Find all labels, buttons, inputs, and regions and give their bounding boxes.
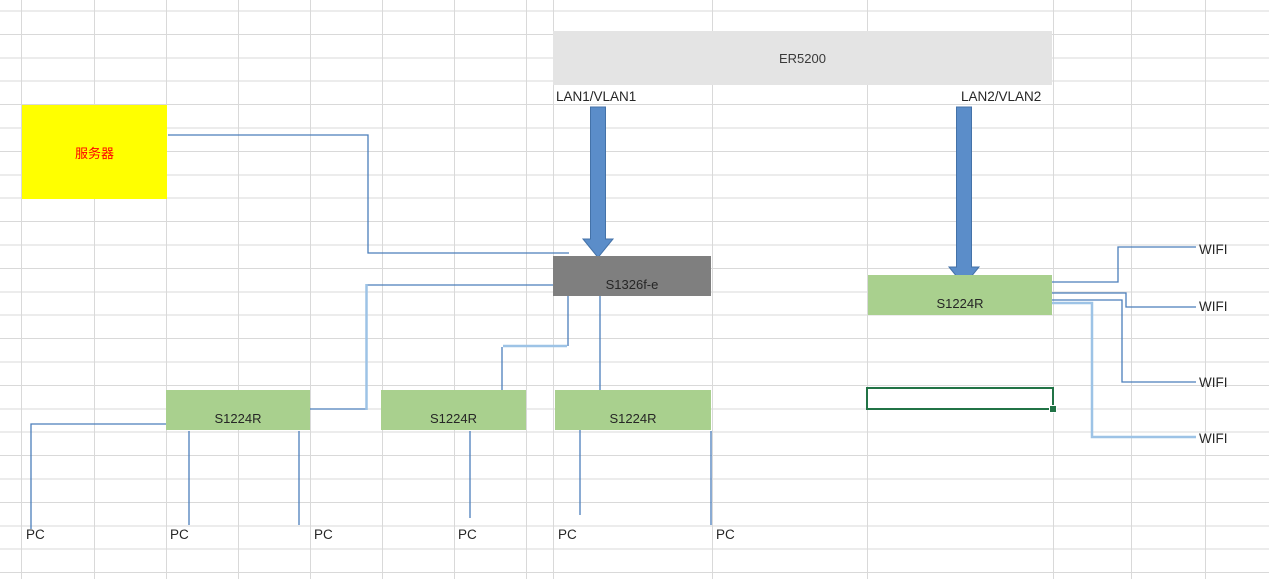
wifi-label-1[interactable]: WIFI xyxy=(1199,242,1228,257)
selected-cell[interactable] xyxy=(866,387,1057,413)
server-label: 服务器 xyxy=(74,145,114,161)
wifi-label-2[interactable]: WIFI xyxy=(1199,299,1228,314)
lan1-vlan1-label[interactable]: LAN1/VLAN1 xyxy=(556,89,637,104)
lan1-down-arrow[interactable] xyxy=(581,106,615,259)
connector-switch4-wifi2[interactable] xyxy=(1046,292,1196,308)
access-switch-1-shape[interactable]: S1224R xyxy=(166,390,310,430)
pc-label-5[interactable]: PC xyxy=(558,527,577,542)
fill-handle[interactable] xyxy=(1049,405,1057,413)
router-label: ER5200 xyxy=(779,50,826,66)
access-switch-1-label: S1224R xyxy=(214,411,262,426)
grid-column-line xyxy=(454,0,455,579)
grid-column-line xyxy=(238,0,239,579)
grid-column-line xyxy=(867,0,868,579)
pc-label-2[interactable]: PC xyxy=(170,527,189,542)
access-switch-4-label: S1224R xyxy=(936,296,984,311)
lan2-down-arrow[interactable] xyxy=(947,106,981,287)
grid-column-line xyxy=(382,0,383,579)
connector-server-core[interactable] xyxy=(168,134,569,254)
access-switch-3-shape[interactable]: S1224R xyxy=(555,390,711,430)
access-switch-2-label: S1224R xyxy=(430,411,477,426)
lan2-vlan2-label[interactable]: LAN2/VLAN2 xyxy=(961,89,1042,104)
connector-switch4-wifi1[interactable] xyxy=(1040,246,1196,283)
pc-label-3[interactable]: PC xyxy=(314,527,333,542)
access-switch-3-label: S1224R xyxy=(609,411,657,426)
core-switch-shape[interactable]: S1326f-e xyxy=(553,256,711,296)
grid-column-line xyxy=(94,0,95,579)
pc-label-1[interactable]: PC xyxy=(26,527,45,542)
grid-column-line xyxy=(1053,0,1054,579)
grid-column-line xyxy=(526,0,527,579)
pc-label-6[interactable]: PC xyxy=(716,527,735,542)
grid-column-line xyxy=(1131,0,1132,579)
router-shape[interactable]: ER5200 xyxy=(553,31,1052,85)
server-shape[interactable]: 服务器 xyxy=(22,105,167,199)
access-switch-2-shape[interactable]: S1224R xyxy=(381,390,526,430)
grid-column-line xyxy=(166,0,167,579)
core-switch-label: S1326f-e xyxy=(605,277,659,292)
grid-column-line xyxy=(712,0,713,579)
access-switch-4-shape[interactable]: S1224R xyxy=(868,275,1052,315)
grid-column-line xyxy=(21,0,22,579)
pc-label-4[interactable]: PC xyxy=(458,527,477,542)
grid-column-line xyxy=(1205,0,1206,579)
connector-switch4-wifi3[interactable] xyxy=(1050,299,1196,383)
wifi-label-3[interactable]: WIFI xyxy=(1199,375,1228,390)
connector-switch1-pc1[interactable] xyxy=(30,423,166,529)
wifi-label-4[interactable]: WIFI xyxy=(1199,431,1228,446)
connector-switch4-wifi4-highlighted[interactable] xyxy=(990,301,1196,439)
grid-column-line xyxy=(310,0,311,579)
